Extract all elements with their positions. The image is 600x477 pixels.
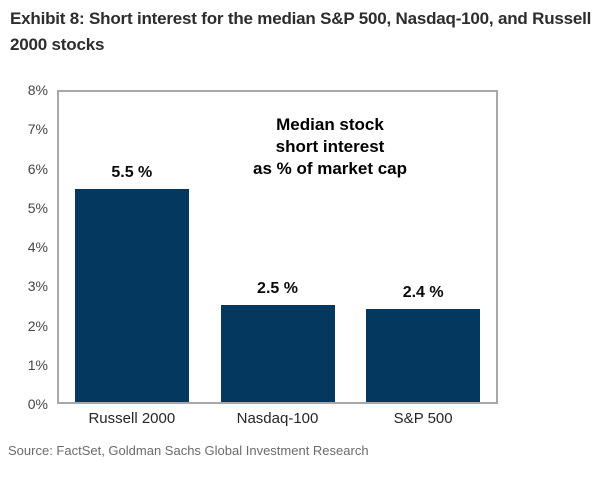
plot-inner: Median stock short interest as % of market… xyxy=(59,92,496,402)
y-tick-label-0: 0% xyxy=(27,396,48,412)
annotation-line: Median stock xyxy=(276,115,384,134)
x-tick-label-s-p-500: S&P 500 xyxy=(393,410,453,427)
y-tick-label-6: 6% xyxy=(27,160,48,177)
plot-area: Median stock short interest as % of market… xyxy=(57,90,498,404)
bar-chart: 8% 7% 6% 5% 4% 3% 2% 1% 0% Median stock short int… xyxy=(0,82,600,440)
y-tick-label-5: 5% xyxy=(27,199,48,216)
x-tick-label-nasdaq-100: Nasdaq-100 xyxy=(236,410,319,427)
annotation-line: short interest xyxy=(275,137,385,156)
y-tick-label-4: 4% xyxy=(27,239,48,255)
annotation-line: as % of market cap xyxy=(252,159,408,178)
x-axis: Russell 2000 Nasdaq-100 S&P 500 xyxy=(57,410,498,430)
bar-value-label-nasdaq-100: 2.5 % xyxy=(257,280,298,297)
bar-value-label-s-p-500: 2.4 % xyxy=(402,284,444,301)
y-tick-label-8: 8% xyxy=(27,82,48,98)
bar-russell-2000 xyxy=(75,189,189,402)
bar-s-p-500 xyxy=(366,309,480,402)
y-tick-label-1: 1% xyxy=(27,356,48,373)
source-note: Source: FactSet, Goldman Sachs Global In… xyxy=(8,443,369,458)
exhibit-title: Exhibit 8: Short interest for the median… xyxy=(10,9,592,54)
chart-annotation: Median stock short interest as % of market… xyxy=(253,114,407,180)
x-tick-label-russell-2000: Russell 2000 xyxy=(88,410,176,427)
y-axis: 8% 7% 6% 5% 4% 3% 2% 1% 0% xyxy=(0,82,48,412)
bar-value-label-russell-2000: 5.5 % xyxy=(111,164,153,181)
y-tick-label-2: 2% xyxy=(27,317,48,334)
bar-nasdaq-100 xyxy=(221,305,335,402)
y-tick-label-3: 3% xyxy=(27,278,48,295)
y-tick-label-7: 7% xyxy=(27,121,48,138)
